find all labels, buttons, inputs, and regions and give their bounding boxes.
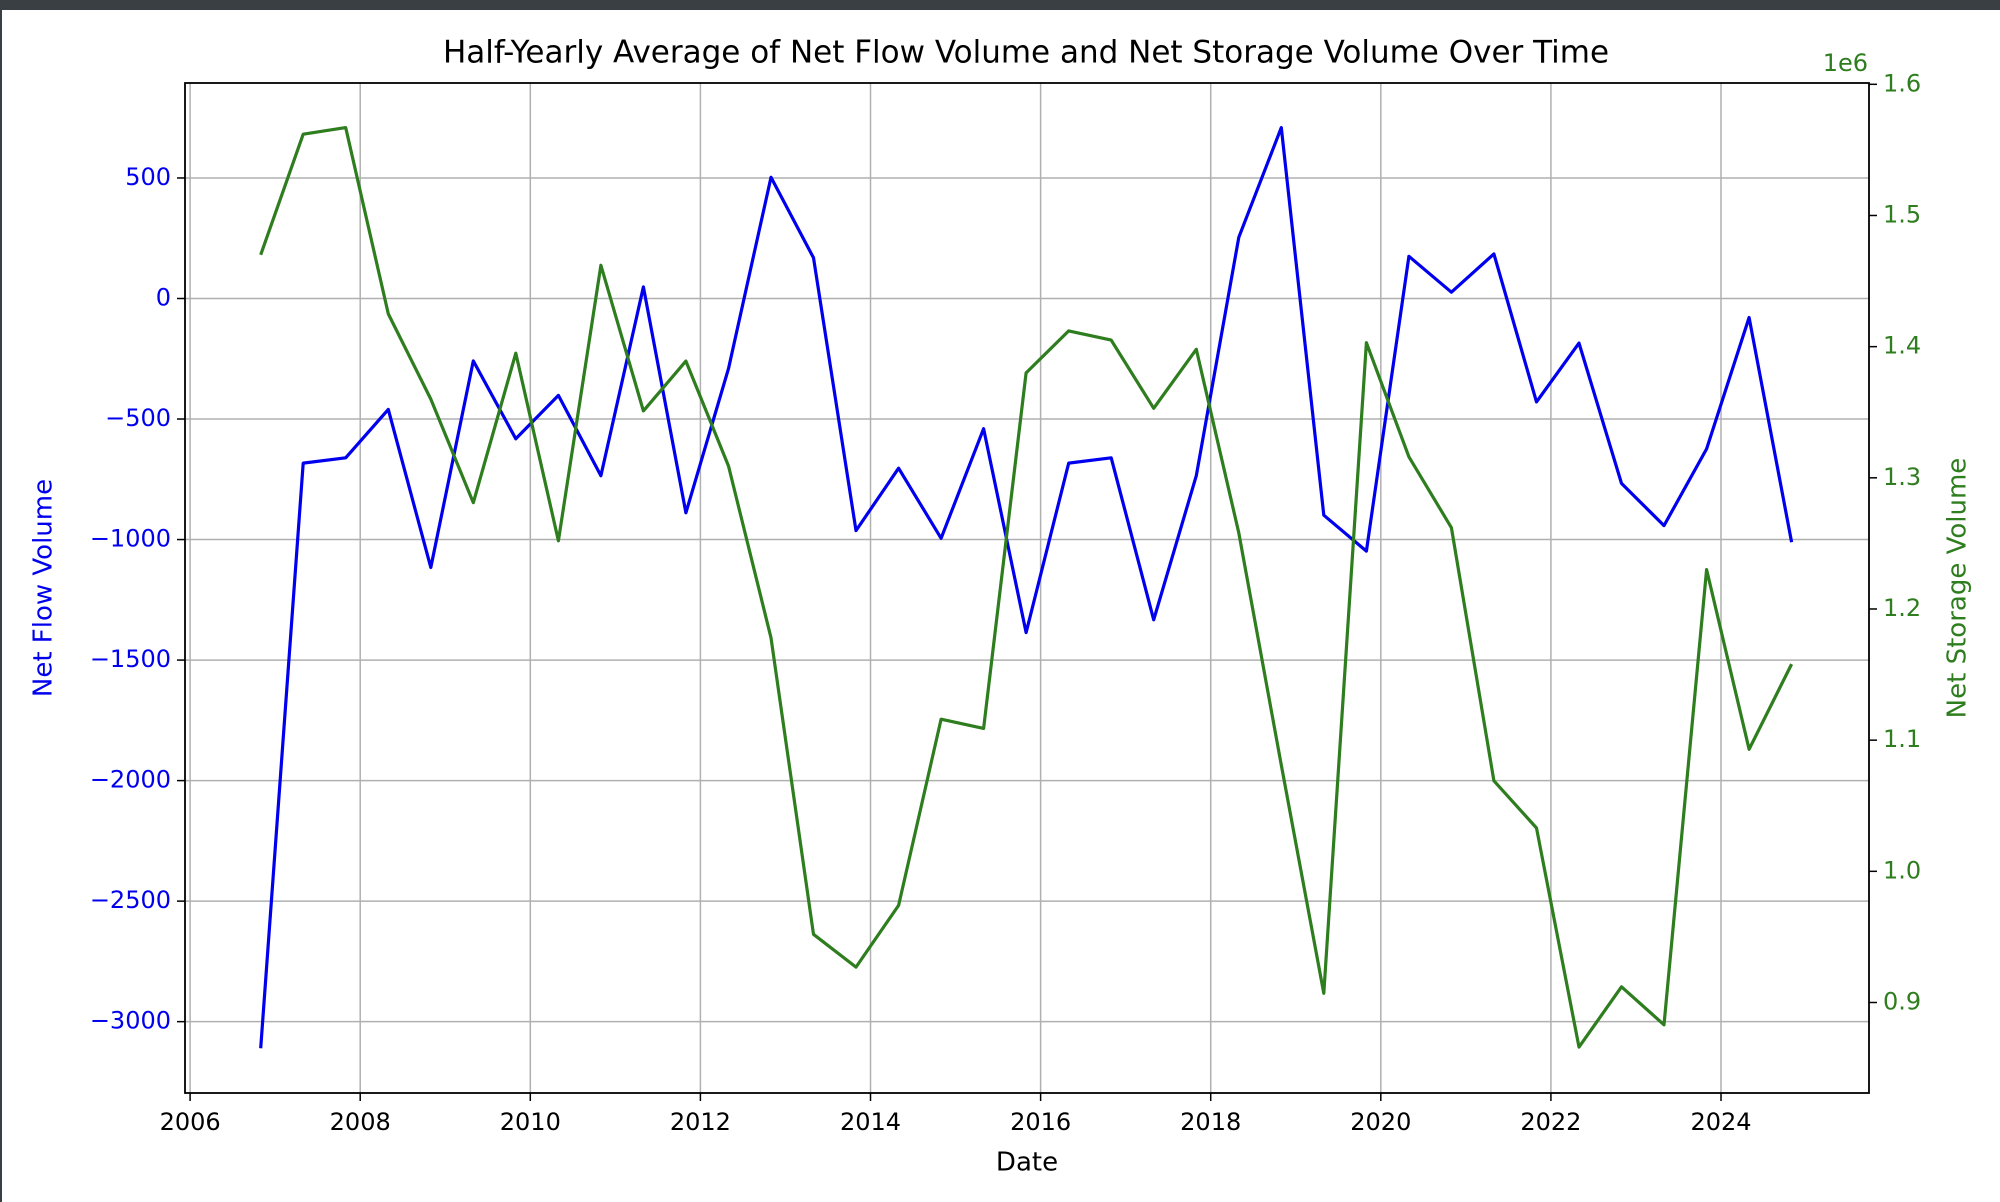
y-tick-label: −2500 xyxy=(90,886,171,914)
x-tick-label: 2024 xyxy=(1690,1108,1751,1136)
x-tick-label: 2016 xyxy=(1010,1108,1071,1136)
x-tick-label: 2006 xyxy=(160,1108,221,1136)
y2-tick-label: 1.3 xyxy=(1883,463,1921,491)
y2-offset-label: 1e6 xyxy=(1823,49,1868,77)
x-axis-label: Date xyxy=(996,1148,1058,1178)
series-line xyxy=(259,126,1794,1049)
y-tick-label: 500 xyxy=(125,163,171,191)
y-tick-label: −1000 xyxy=(90,525,171,553)
y2-tick-label: 1.0 xyxy=(1883,856,1921,884)
y2-axis-label: Net Storage Volume xyxy=(1943,458,1973,719)
window-frame-left xyxy=(0,0,2,1202)
y2-tick-label: 1.4 xyxy=(1883,332,1921,360)
y2-tick-label: 1.6 xyxy=(1883,69,1921,97)
y2-tick-label: 1.1 xyxy=(1883,725,1921,753)
y-tick-label: −1500 xyxy=(90,645,171,673)
y-tick-label: −500 xyxy=(105,404,171,432)
y-tick-label: −2000 xyxy=(90,766,171,794)
window-frame xyxy=(0,0,2000,10)
x-tick-label: 2008 xyxy=(330,1108,391,1136)
y-tick-label: −3000 xyxy=(90,1007,171,1035)
y-axis-label: Net Flow Volume xyxy=(29,479,59,697)
y2-tick-label: 1.5 xyxy=(1883,200,1921,228)
chart-title: Half-Yearly Average of Net Flow Volume a… xyxy=(443,35,1609,71)
x-tick-label: 2018 xyxy=(1180,1108,1241,1136)
y2-tick-label: 0.9 xyxy=(1883,987,1921,1015)
y2-tick-label: 1.2 xyxy=(1883,594,1921,622)
x-tick-label: 2020 xyxy=(1350,1108,1411,1136)
x-tick-label: 2022 xyxy=(1520,1108,1581,1136)
x-tick-label: 2014 xyxy=(840,1108,901,1136)
series-line xyxy=(259,126,1794,1049)
x-tick-label: 2012 xyxy=(670,1108,731,1136)
y-tick-label: 0 xyxy=(156,283,171,311)
x-tick-label: 2010 xyxy=(500,1108,561,1136)
plot-frame xyxy=(184,82,1870,1094)
